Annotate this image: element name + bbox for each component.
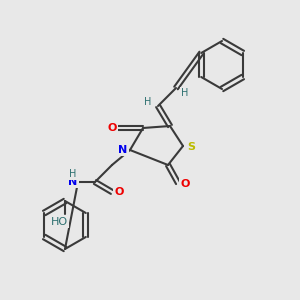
Text: O: O bbox=[114, 187, 124, 197]
Text: N: N bbox=[68, 177, 78, 187]
Text: H: H bbox=[144, 97, 152, 107]
Text: HO: HO bbox=[50, 217, 68, 227]
Text: H: H bbox=[181, 88, 189, 98]
Text: O: O bbox=[180, 179, 190, 189]
Text: S: S bbox=[187, 142, 195, 152]
Text: N: N bbox=[118, 145, 127, 155]
Text: O: O bbox=[107, 123, 117, 133]
Text: H: H bbox=[69, 169, 77, 179]
